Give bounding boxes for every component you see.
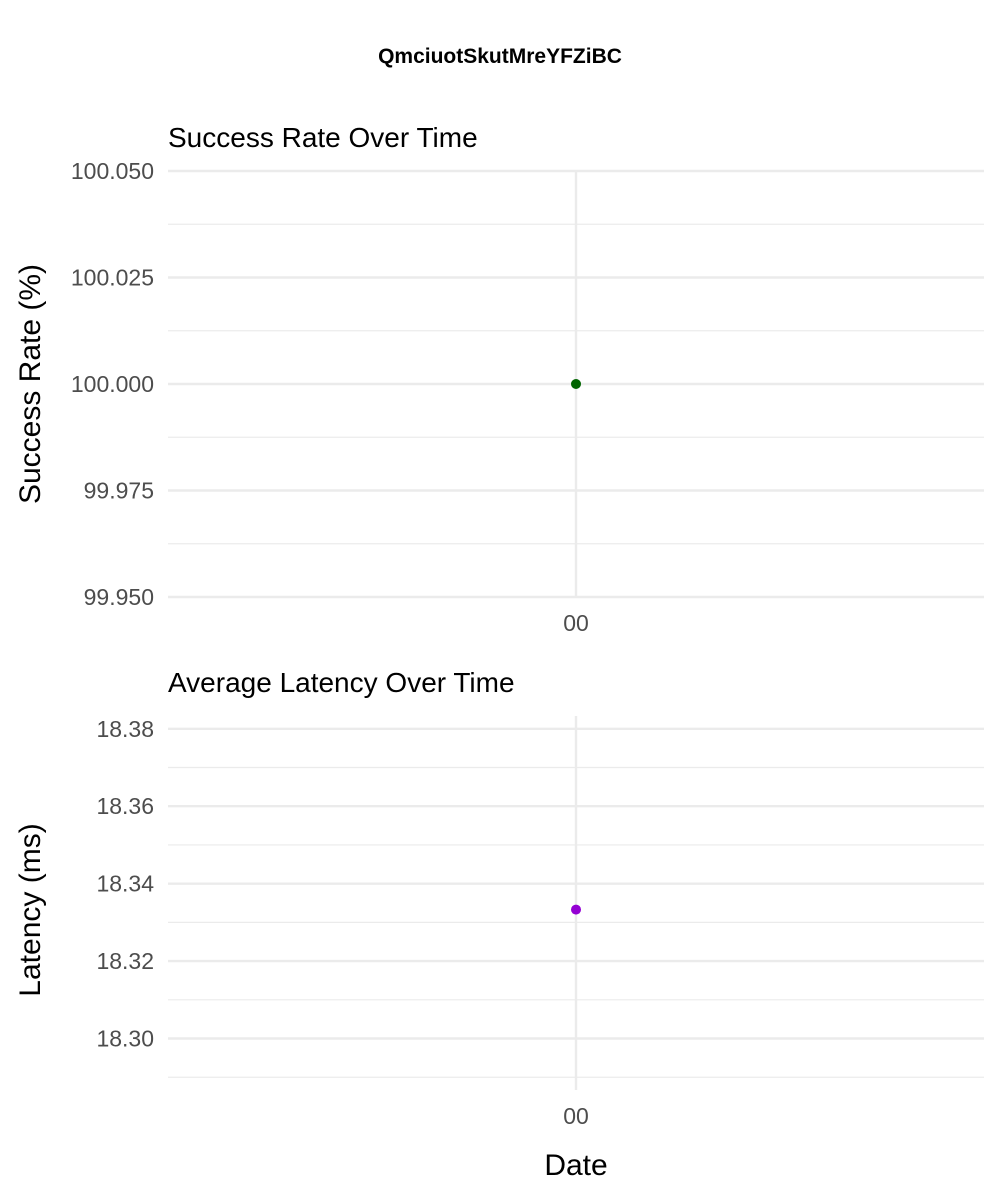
latency-y-ticks: 18.30 18.32 18.34 18.36 18.38: [96, 716, 154, 1052]
success-rate-y-tick-label: 100.025: [71, 265, 154, 291]
success-rate-grid: [168, 169, 984, 599]
latency-y-tick-label: 18.30: [96, 1026, 154, 1052]
success-rate-x-ticks: 00: [563, 610, 589, 636]
success-rate-y-tick-label: 99.950: [84, 584, 154, 610]
latency-y-tick-label: 18.36: [96, 793, 154, 819]
latency-x-ticks: 00: [563, 1103, 589, 1129]
latency-panel: Average Latency Over Time 18.3018.3218.3…: [14, 667, 984, 1129]
figure-title: QmciuotSkutMreYFZiBC: [378, 45, 622, 68]
success-rate-x-tick-label: 00: [563, 610, 589, 636]
success-rate-data-point: [571, 379, 581, 389]
latency-y-tick-label: 18.34: [96, 871, 154, 897]
latency-y-tick-label: 18.38: [96, 716, 154, 742]
latency-x-tick-label: 00: [563, 1103, 589, 1129]
success-rate-y-tick-label: 100.050: [71, 158, 154, 184]
success-rate-y-axis-title: Success Rate (%): [14, 264, 47, 504]
x-axis-title: Date: [544, 1149, 607, 1182]
latency-y-axis-title: Latency (ms): [14, 823, 47, 996]
success-rate-y-tick-label: 99.975: [84, 478, 154, 504]
success-rate-y-tick-label: 100.000: [71, 371, 154, 397]
latency-grid: [168, 716, 984, 1090]
latency-data-point: [571, 904, 581, 915]
latency-points: [571, 904, 581, 915]
success-rate-points: [571, 379, 581, 389]
latency-y-tick-label: 18.32: [96, 948, 154, 974]
success-rate-y-ticks: 99.950 99.975 100.000 100.025 100.050: [71, 158, 154, 610]
success-rate-panel: Success Rate Over Time 99.950 99.975 100.0…: [14, 122, 984, 636]
latency-panel-title: Average Latency Over Time: [168, 667, 515, 698]
success-rate-panel-title: Success Rate Over Time: [168, 122, 478, 153]
